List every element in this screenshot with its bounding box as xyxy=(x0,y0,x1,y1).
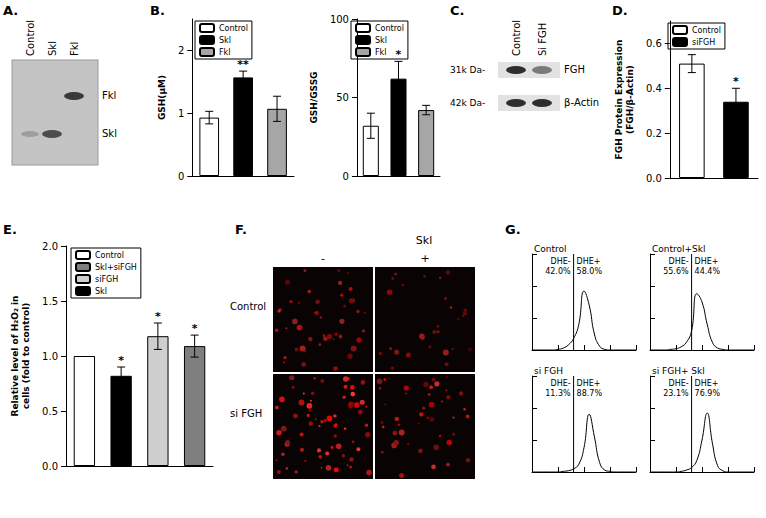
svg-text:11.3%: 11.3% xyxy=(545,389,571,398)
svg-text:*: * xyxy=(396,48,402,61)
svg-text:Control: Control xyxy=(692,26,721,35)
svg-text:FGH Protein Expression: FGH Protein Expression xyxy=(614,40,624,160)
svg-text:0.4: 0.4 xyxy=(646,83,662,94)
svg-text:*: * xyxy=(192,322,198,335)
svg-text:1: 1 xyxy=(178,108,184,119)
svg-text:Skl: Skl xyxy=(102,128,117,139)
svg-text:β-Actin: β-Actin xyxy=(564,97,599,108)
svg-text:Skl: Skl xyxy=(416,234,432,247)
svg-text:DHE-: DHE- xyxy=(668,257,688,266)
html-text:G.: G. xyxy=(505,222,521,237)
svg-text:76.9%: 76.9% xyxy=(695,389,721,398)
svg-text:42k Da-: 42k Da- xyxy=(450,98,485,108)
svg-text:Skl: Skl xyxy=(219,36,231,45)
svg-text:Control: Control xyxy=(375,24,404,33)
svg-text:100: 100 xyxy=(330,14,349,25)
svg-text:DHE+: DHE+ xyxy=(695,379,719,388)
svg-text:0.0: 0.0 xyxy=(646,173,662,184)
svg-text:0.6: 0.6 xyxy=(646,38,662,49)
svg-text:FGH: FGH xyxy=(564,64,585,75)
svg-text:1.5: 1.5 xyxy=(42,296,58,307)
svg-text:si FGH: si FGH xyxy=(230,408,262,419)
svg-text:**: ** xyxy=(237,58,249,71)
html-text:A.: A. xyxy=(3,3,19,18)
svg-text:Fkl: Fkl xyxy=(219,48,230,57)
svg-text:Si FGH: Si FGH xyxy=(537,23,548,56)
svg-text:Skl: Skl xyxy=(95,287,107,296)
svg-text:31k Da-: 31k Da- xyxy=(450,65,485,75)
svg-text:Control: Control xyxy=(25,20,36,56)
html-text:B.: B. xyxy=(150,3,165,18)
svg-text:siFGH: siFGH xyxy=(692,38,715,47)
svg-text:Fkl: Fkl xyxy=(69,42,80,56)
svg-text:1.0: 1.0 xyxy=(42,351,58,362)
svg-text:42.0%: 42.0% xyxy=(545,267,571,276)
svg-text:siFGH: siFGH xyxy=(95,275,118,284)
svg-text:0.2: 0.2 xyxy=(646,128,662,139)
svg-text:Control: Control xyxy=(534,244,567,254)
svg-text:DHE-: DHE- xyxy=(550,379,570,388)
svg-text:cells (fold to control): cells (fold to control) xyxy=(21,303,31,410)
svg-text:Control: Control xyxy=(230,301,266,312)
svg-text:DHE+: DHE+ xyxy=(577,257,601,266)
svg-text:88.7%: 88.7% xyxy=(577,389,603,398)
svg-text:0.0: 0.0 xyxy=(42,461,58,472)
svg-text:*: * xyxy=(118,354,124,367)
svg-text:-: - xyxy=(321,252,325,265)
svg-text:2.0: 2.0 xyxy=(42,241,58,252)
svg-text:si FGH+ Skl: si FGH+ Skl xyxy=(652,366,705,376)
svg-text:*: * xyxy=(155,310,161,323)
svg-text:+: + xyxy=(420,252,429,265)
svg-text:si FGH: si FGH xyxy=(534,366,563,376)
svg-text:Fkl: Fkl xyxy=(375,48,386,57)
svg-text:0.5: 0.5 xyxy=(42,406,58,417)
svg-text:DHE+: DHE+ xyxy=(695,257,719,266)
svg-text:DHE-: DHE- xyxy=(668,379,688,388)
html-text:F.: F. xyxy=(235,222,247,237)
svg-text:Skl: Skl xyxy=(375,36,387,45)
svg-text:Skl: Skl xyxy=(47,41,58,56)
svg-text:50: 50 xyxy=(336,92,349,103)
svg-text:55.6%: 55.6% xyxy=(663,267,689,276)
svg-text:*: * xyxy=(733,75,739,88)
svg-text:Control: Control xyxy=(511,20,522,56)
svg-text:44.4%: 44.4% xyxy=(695,267,721,276)
svg-text:Control: Control xyxy=(219,24,248,33)
html-text:C.: C. xyxy=(450,3,465,18)
svg-text:GSH(μM): GSH(μM) xyxy=(157,75,167,120)
svg-text:Skl+siFGH: Skl+siFGH xyxy=(95,263,137,272)
svg-text:58.0%: 58.0% xyxy=(577,267,603,276)
svg-text:Control: Control xyxy=(95,251,124,260)
svg-text:Relative level of H₂O₂ in: Relative level of H₂O₂ in xyxy=(10,296,20,417)
svg-text:0: 0 xyxy=(178,171,184,182)
html-text:D.: D. xyxy=(612,3,628,18)
svg-text:(FGH/β-Actin): (FGH/β-Actin) xyxy=(625,65,635,134)
svg-text:2: 2 xyxy=(178,45,184,56)
svg-text:Control+Skl: Control+Skl xyxy=(652,244,706,254)
svg-text:Fkl: Fkl xyxy=(102,90,116,101)
svg-text:DHE-: DHE- xyxy=(550,257,570,266)
svg-text:DHE+: DHE+ xyxy=(577,379,601,388)
svg-text:23.1%: 23.1% xyxy=(663,389,689,398)
html-text:E.: E. xyxy=(3,222,17,237)
svg-text:0: 0 xyxy=(343,171,349,182)
svg-text:GSH/GSSG: GSH/GSSG xyxy=(309,71,319,123)
